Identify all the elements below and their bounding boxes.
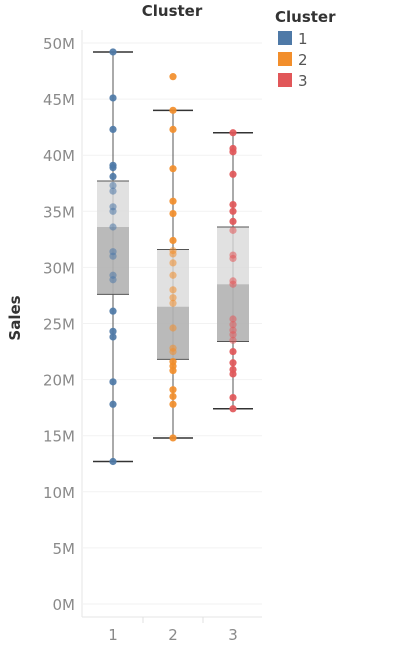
data-point xyxy=(169,392,177,401)
data-point xyxy=(229,170,237,178)
data-point xyxy=(229,129,237,137)
y-tick-label: 15M xyxy=(43,428,75,446)
data-point xyxy=(169,236,177,245)
legend-label: 2 xyxy=(298,51,308,69)
data-point xyxy=(109,94,117,102)
y-tick-label: 20M xyxy=(43,372,75,390)
data-point xyxy=(109,172,117,181)
data-point xyxy=(109,223,117,231)
point-layer xyxy=(109,48,237,466)
data-point xyxy=(229,226,237,234)
y-tick-label: 40M xyxy=(43,147,75,165)
lower-box xyxy=(97,227,129,295)
y-tick-label: 25M xyxy=(43,316,75,334)
data-point xyxy=(109,327,117,335)
data-point xyxy=(109,378,117,386)
legend-items: 1 2 3 xyxy=(278,30,308,90)
data-point xyxy=(169,165,177,173)
data-point xyxy=(109,163,117,172)
data-point xyxy=(169,299,177,307)
data-point xyxy=(229,321,237,329)
legend-swatch xyxy=(278,73,292,87)
data-point xyxy=(109,187,117,195)
data-point xyxy=(169,106,177,114)
data-point xyxy=(169,294,177,302)
data-point xyxy=(109,207,117,215)
chart-title: Cluster xyxy=(142,2,203,20)
data-point xyxy=(229,370,237,378)
data-point xyxy=(169,125,177,133)
x-category-label: 2 xyxy=(168,626,178,644)
x-axis-categories: 1 2 3 xyxy=(108,626,238,644)
data-point xyxy=(169,271,177,279)
data-point xyxy=(169,434,177,442)
data-point xyxy=(169,286,177,294)
y-tick-label: 50M xyxy=(43,35,75,53)
data-point xyxy=(229,280,237,288)
y-tick-label: 30M xyxy=(43,259,75,277)
data-point xyxy=(169,367,177,375)
data-point xyxy=(169,324,177,332)
y-tick-label: 45M xyxy=(43,91,75,109)
data-point xyxy=(169,250,177,258)
data-point xyxy=(229,315,237,323)
data-point xyxy=(109,181,117,190)
y-axis-ticks: 0M 5M 10M 15M 20M 25M 30M 35M 40M 45M 50M xyxy=(43,35,75,614)
y-tick-label: 10M xyxy=(43,484,75,502)
legend-swatch xyxy=(278,31,292,45)
data-point xyxy=(109,400,117,408)
data-point xyxy=(229,254,237,263)
data-point xyxy=(229,148,237,156)
data-point xyxy=(229,331,237,339)
data-point xyxy=(229,217,237,225)
y-tick-label: 35M xyxy=(43,203,75,221)
data-point xyxy=(169,347,177,356)
data-point xyxy=(169,386,177,394)
legend-label: 1 xyxy=(298,30,308,48)
data-point xyxy=(229,393,237,402)
y-axis-title: Sales xyxy=(6,295,24,340)
data-point xyxy=(229,347,237,356)
data-point xyxy=(109,333,117,341)
legend-swatch xyxy=(278,52,292,66)
data-point xyxy=(169,197,177,205)
data-point xyxy=(229,405,237,413)
data-point xyxy=(229,200,237,209)
legend-title: Cluster xyxy=(275,8,336,26)
legend: Cluster 1 2 3 xyxy=(275,8,336,90)
data-point xyxy=(109,252,117,260)
data-point xyxy=(109,125,117,133)
data-point xyxy=(169,400,177,408)
data-point xyxy=(169,259,177,267)
data-point xyxy=(109,48,117,56)
x-category-label: 1 xyxy=(108,626,118,644)
data-point xyxy=(229,359,237,367)
x-category-label: 3 xyxy=(228,626,238,644)
data-point xyxy=(169,209,177,218)
data-point xyxy=(169,73,177,81)
data-point xyxy=(229,207,237,215)
legend-label: 3 xyxy=(298,72,308,90)
y-tick-label: 0M xyxy=(53,596,76,614)
data-point xyxy=(109,276,117,284)
y-tick-label: 5M xyxy=(53,540,76,558)
data-point xyxy=(109,457,117,466)
data-point xyxy=(229,336,237,344)
data-point xyxy=(109,307,117,315)
